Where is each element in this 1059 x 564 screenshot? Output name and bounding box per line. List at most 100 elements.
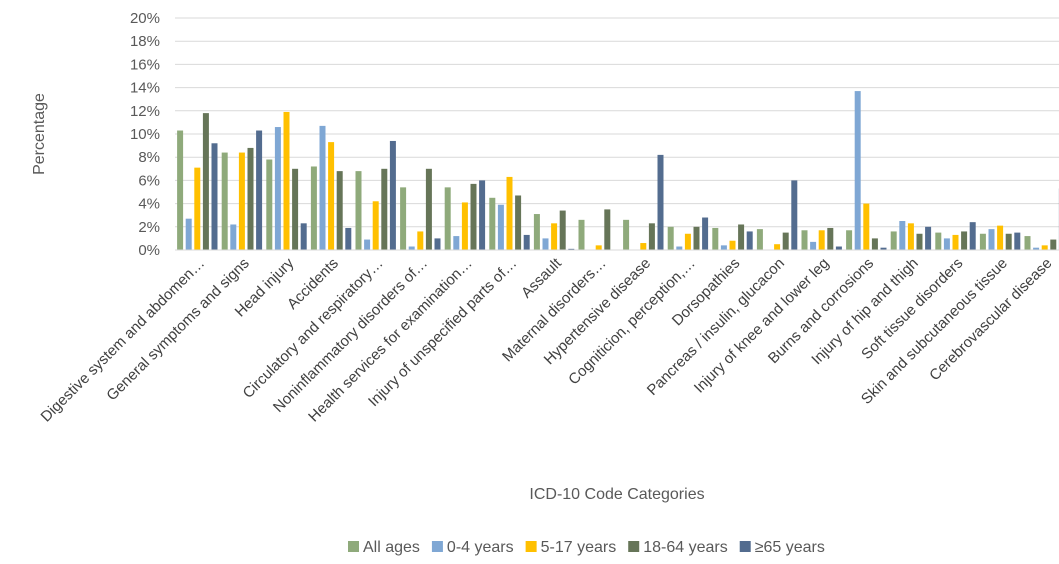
bar — [389, 140, 396, 250]
bar — [417, 231, 424, 250]
y-tick-label: 4% — [138, 196, 160, 213]
bars — [177, 91, 1059, 251]
bar — [835, 246, 842, 250]
bar — [810, 241, 817, 250]
bar — [1014, 232, 1021, 250]
legend-swatch — [348, 541, 359, 552]
bar — [943, 238, 950, 250]
bar — [1041, 245, 1048, 250]
legend-label: All ages — [363, 539, 420, 556]
y-tick-label: 8% — [138, 149, 160, 166]
bar — [988, 229, 995, 250]
bar — [595, 245, 602, 250]
bar — [997, 225, 1004, 250]
bar — [355, 171, 362, 250]
bar — [497, 204, 504, 250]
x-tick-label: Digestive system and abdomen… — [38, 255, 209, 426]
bar — [461, 202, 468, 250]
bar — [969, 222, 976, 250]
bar — [381, 168, 388, 250]
bar — [801, 230, 808, 250]
y-tick-label: 6% — [138, 172, 160, 189]
bar — [854, 91, 861, 250]
y-axis-ticks: 0% 2% 4% 6% 8% 10% 12% 14% 16% 18% 20% — [130, 10, 160, 259]
bar — [345, 227, 352, 250]
bar — [578, 219, 585, 250]
bar — [880, 247, 887, 250]
bar — [693, 226, 700, 250]
bar — [827, 227, 834, 250]
legend-swatch — [628, 541, 640, 552]
bar — [202, 113, 209, 251]
bar — [907, 223, 914, 250]
bar — [1033, 247, 1040, 250]
bar — [247, 147, 254, 250]
bar — [640, 243, 647, 250]
bar — [925, 226, 932, 250]
bar — [676, 246, 683, 250]
bar — [256, 130, 263, 250]
bar — [729, 240, 736, 250]
bar — [238, 152, 245, 250]
bar — [746, 231, 753, 250]
bar — [506, 176, 513, 250]
bar — [292, 168, 299, 250]
bar — [310, 166, 317, 250]
legend-label: 18-64 years — [643, 539, 728, 556]
bar — [364, 239, 371, 250]
y-tick-label: 12% — [130, 103, 160, 120]
bar — [336, 171, 343, 250]
legend-label: 0-4 years — [447, 539, 514, 556]
y-tick-label: 18% — [130, 33, 160, 50]
bar — [453, 236, 460, 250]
bar — [961, 231, 968, 250]
bar — [489, 197, 496, 250]
bar — [935, 232, 942, 250]
bar — [185, 218, 192, 250]
legend: All ages 0-4 years 5-17 years 18-64 years ≥6… — [348, 539, 825, 556]
bar — [542, 238, 549, 250]
y-tick-label: 0% — [138, 242, 160, 259]
bar — [979, 233, 986, 250]
bar — [559, 210, 566, 250]
bar — [916, 233, 923, 250]
legend-swatch — [431, 541, 443, 552]
bar — [952, 234, 959, 250]
bar — [720, 245, 727, 250]
bar — [221, 152, 228, 250]
bar — [899, 221, 906, 250]
bar — [194, 167, 201, 250]
bar — [266, 159, 273, 250]
bar — [515, 195, 522, 250]
bar — [283, 111, 290, 251]
bar — [657, 154, 664, 250]
bar — [648, 223, 655, 250]
bar — [434, 238, 441, 250]
bar — [408, 246, 415, 250]
bar — [890, 231, 897, 250]
bar — [274, 127, 281, 250]
legend-label: 5-17 years — [541, 539, 617, 556]
bar — [871, 238, 878, 250]
bar — [667, 226, 674, 250]
y-tick-label: 16% — [130, 56, 160, 73]
bar — [444, 187, 451, 250]
bar — [756, 229, 763, 250]
bar — [712, 227, 719, 250]
bar — [328, 142, 335, 250]
bar — [1050, 239, 1057, 250]
bar — [319, 125, 326, 250]
bar — [400, 187, 407, 250]
bar — [568, 248, 575, 250]
gridlines — [175, 17, 1059, 228]
bar — [470, 183, 477, 250]
bar — [791, 180, 798, 250]
x-axis-title: ICD-10 Code Categories — [529, 486, 704, 503]
bar — [230, 224, 237, 250]
bar — [551, 223, 558, 250]
bar — [846, 230, 853, 250]
bar — [702, 217, 709, 250]
legend-label: ≥65 years — [755, 539, 825, 556]
